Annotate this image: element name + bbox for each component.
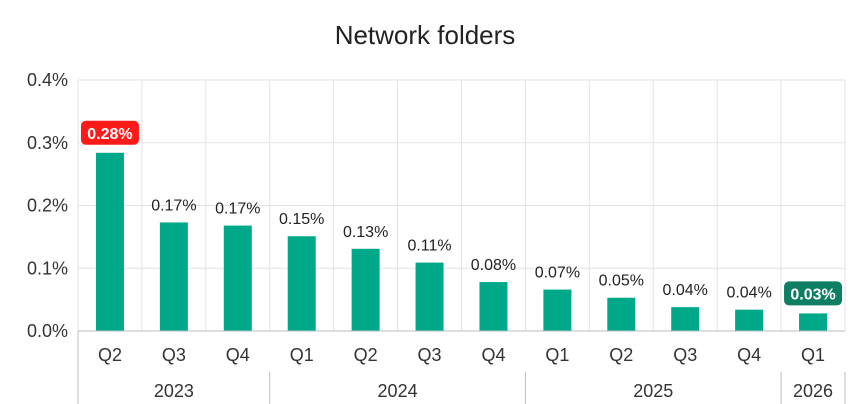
x-tick-label: Q3	[673, 345, 697, 365]
x-tick-label: Q2	[354, 345, 378, 365]
data-labels: 0.28% 0.17% 0.17% 0.15% 0.13% 0.11% 0.08% 0.07%…	[80, 120, 843, 306]
bar	[351, 248, 380, 331]
x-tick-label: Q4	[481, 345, 505, 365]
bar	[95, 152, 124, 331]
x-tick-label: Q3	[418, 345, 442, 365]
data-label: 0.13%	[343, 224, 388, 241]
x-tick-label: Q4	[737, 345, 761, 365]
data-label: 0.04%	[663, 282, 708, 299]
bar	[671, 307, 700, 331]
x-tick-label: Q2	[98, 345, 122, 365]
year-label: 2025	[633, 381, 673, 401]
x-axis: Q2 Q3 Q4 Q1 Q2 Q3 Q4 Q1 Q2 Q3 Q4 Q1 2023 2024 2025 2026	[77, 330, 846, 404]
data-label: 0.04%	[726, 285, 771, 302]
bar	[607, 297, 636, 331]
y-tick-label: 0.0%	[27, 321, 68, 341]
data-label: 0.03%	[790, 286, 835, 303]
year-label: 2023	[154, 381, 194, 401]
data-label: 0.11%	[407, 238, 451, 255]
year-label: 2024	[378, 381, 418, 401]
y-tick-label: 0.4%	[27, 70, 68, 90]
x-tick-label: Q1	[801, 345, 825, 365]
data-label: 0.05%	[599, 273, 644, 290]
bar	[799, 313, 828, 331]
bars	[95, 152, 828, 331]
year-label: 2026	[793, 381, 833, 401]
bar	[415, 262, 444, 331]
x-tick-label: Q2	[609, 345, 633, 365]
data-label: 0.07%	[535, 265, 580, 282]
bar	[479, 282, 508, 331]
min-value-badge	[784, 281, 843, 306]
chart-title: Network folders	[335, 20, 516, 50]
data-label: 0.08%	[471, 257, 516, 274]
max-value-badge	[80, 120, 139, 145]
y-axis: 0.0% 0.1% 0.2% 0.3% 0.4%	[27, 70, 68, 341]
bar	[287, 236, 316, 331]
bar	[543, 289, 572, 331]
x-tick-label: Q1	[545, 345, 569, 365]
bar	[159, 222, 188, 331]
data-label: 0.28%	[87, 126, 132, 143]
y-tick-label: 0.3%	[27, 133, 68, 153]
data-label: 0.17%	[151, 197, 196, 214]
x-tick-label: Q3	[162, 345, 186, 365]
grid	[77, 79, 846, 332]
y-tick-label: 0.2%	[27, 196, 68, 216]
bar	[223, 225, 252, 331]
bar	[735, 309, 764, 331]
x-tick-label: Q1	[290, 345, 314, 365]
x-tick-label: Q4	[226, 345, 250, 365]
data-label: 0.15%	[279, 211, 324, 228]
y-tick-label: 0.1%	[27, 258, 68, 278]
data-label: 0.17%	[215, 201, 260, 218]
